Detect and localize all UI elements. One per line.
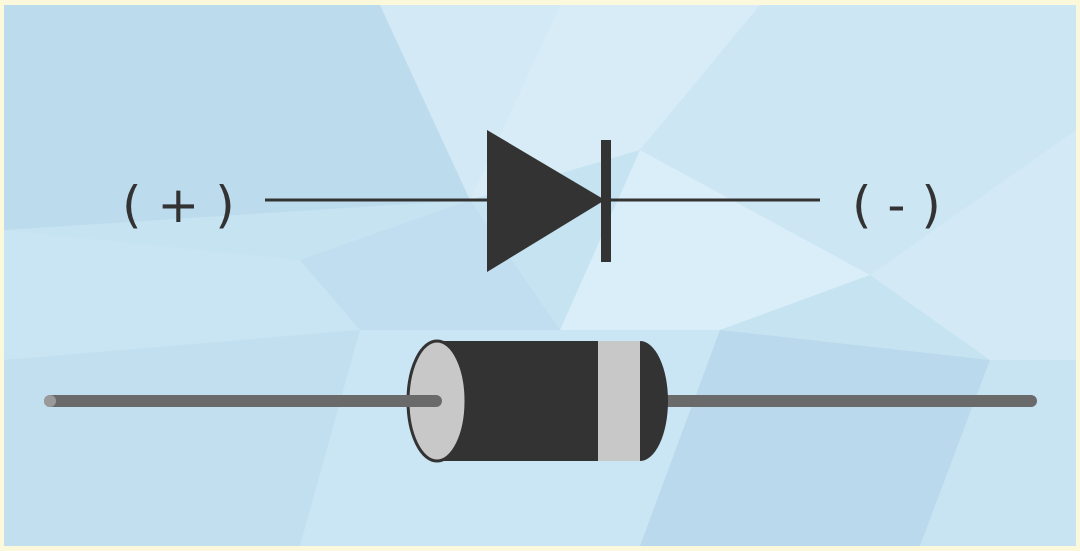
cathode-band [598,341,640,461]
background-facet [300,200,560,330]
anode-label: ( + ) [122,176,235,234]
background-facet [870,130,1076,360]
background-facet [380,5,560,200]
diode-component [44,339,1037,463]
background-facet [470,5,760,200]
background-facet [560,150,870,330]
diode-schematic: ( + ) ( - ) [122,130,941,272]
anode-lead-tip [44,395,56,407]
cathode-label: ( - ) [852,176,941,234]
diode-triangle-icon [487,130,605,272]
background-facet [920,360,1076,546]
background [4,5,1076,546]
background-facet [4,230,360,360]
background-facet [640,330,990,546]
background-facet [4,330,360,546]
background-facet [4,5,470,230]
cathode-bar-icon [601,140,611,262]
background-facet [640,5,1076,275]
